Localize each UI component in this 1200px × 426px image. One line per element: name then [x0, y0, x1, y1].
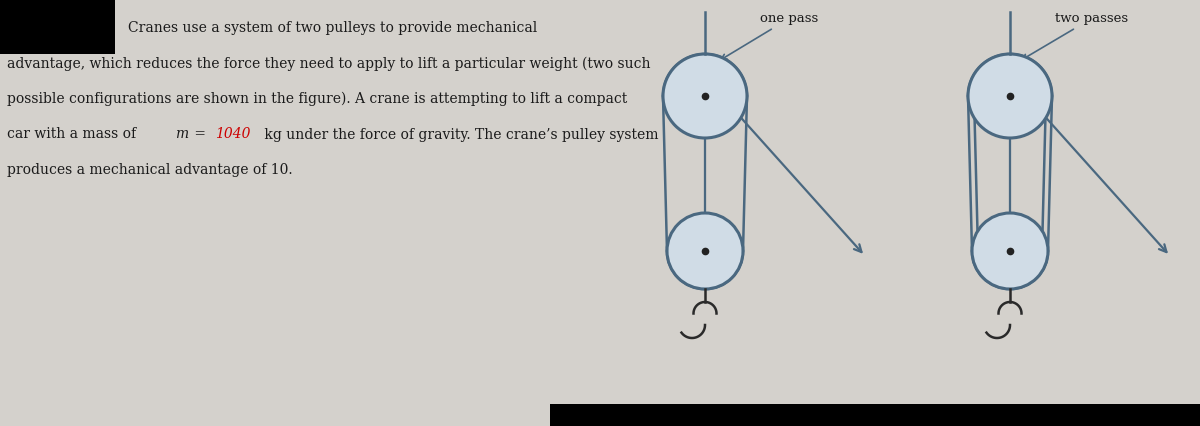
Text: car with a mass of: car with a mass of: [7, 127, 140, 141]
Circle shape: [667, 213, 743, 289]
Polygon shape: [664, 54, 746, 289]
Text: one pass: one pass: [721, 12, 818, 60]
Text: 1040: 1040: [215, 127, 251, 141]
Text: two passes: two passes: [1022, 12, 1128, 60]
Text: kg under the force of gravity. The crane’s pulley system: kg under the force of gravity. The crane…: [260, 127, 659, 141]
Text: produces a mechanical advantage of 10.: produces a mechanical advantage of 10.: [7, 163, 293, 177]
Text: Cranes use a system of two pulleys to provide mechanical: Cranes use a system of two pulleys to pr…: [128, 21, 538, 35]
Polygon shape: [968, 54, 1052, 289]
Bar: [0, 0, 115, 54]
Bar: [550, 404, 1200, 426]
Text: possible configurations are shown in the figure). A crane is attempting to lift : possible configurations are shown in the…: [7, 92, 628, 106]
Text: =: =: [190, 127, 210, 141]
Circle shape: [968, 54, 1052, 138]
Text: m: m: [175, 127, 188, 141]
Circle shape: [972, 213, 1048, 289]
Text: advantage, which reduces the force they need to apply to lift a particular weigh: advantage, which reduces the force they …: [7, 57, 650, 71]
Circle shape: [662, 54, 746, 138]
